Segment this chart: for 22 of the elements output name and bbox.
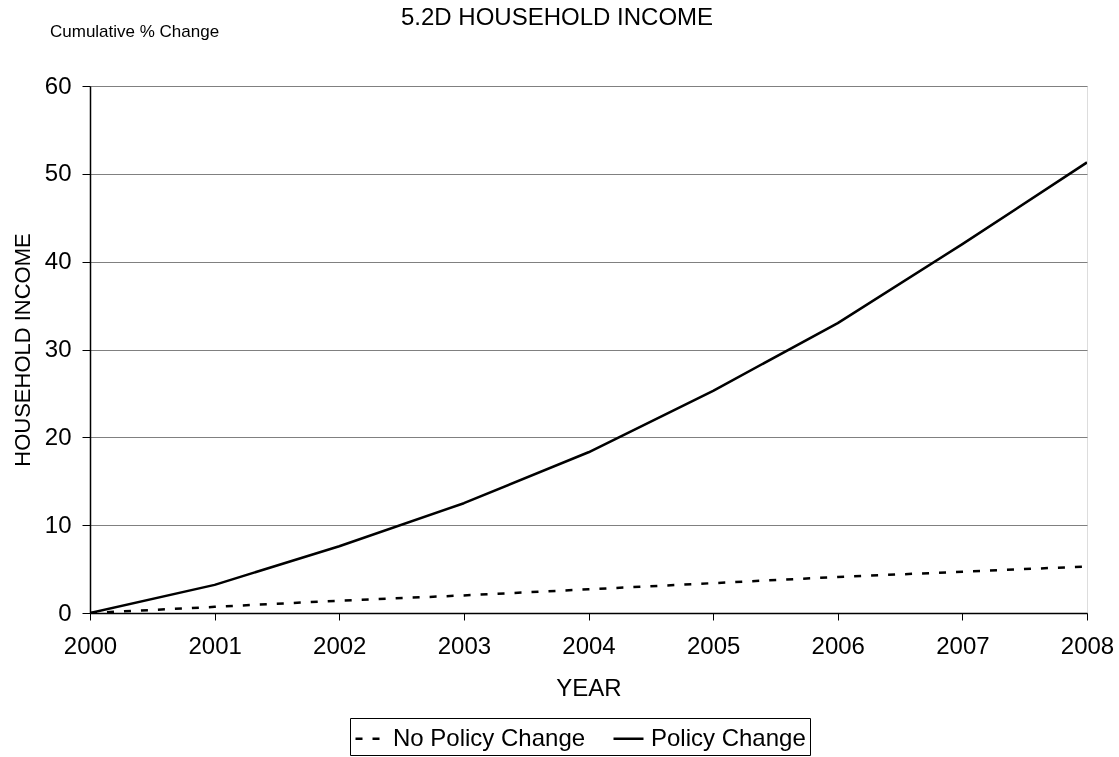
y-tick-label: 40 bbox=[44, 247, 72, 275]
legend-label: Policy Change bbox=[651, 723, 806, 751]
x-tick-label: 2005 bbox=[686, 631, 741, 659]
x-tick-label: 2007 bbox=[936, 631, 990, 659]
x-axis-title: YEAR bbox=[556, 673, 622, 701]
x-tick-label: 2003 bbox=[437, 631, 492, 659]
x-tick-label: 2002 bbox=[313, 631, 367, 659]
y-tick-label: 10 bbox=[44, 510, 72, 538]
x-tick-label: 2004 bbox=[562, 631, 616, 659]
x-tick-label: 2006 bbox=[811, 631, 865, 659]
x-tick-label: 2001 bbox=[188, 631, 242, 659]
y-tick-label: 60 bbox=[44, 71, 72, 99]
text: Cumulative % Change bbox=[50, 22, 220, 41]
y-tick-label: 20 bbox=[44, 422, 72, 450]
y-tick-label: 0 bbox=[58, 598, 72, 626]
y-axis-title: HOUSEHOLD INCOME bbox=[9, 233, 35, 467]
x-tick-label: 2000 bbox=[63, 631, 118, 659]
y-tick-label: 50 bbox=[44, 159, 72, 187]
y-tick-label: 30 bbox=[44, 335, 72, 362]
x-tick-label: 2008 bbox=[1060, 631, 1115, 659]
legend-label: No Policy Change bbox=[393, 723, 586, 751]
chart-title: 5.2D HOUSEHOLD INCOME bbox=[401, 3, 714, 30]
